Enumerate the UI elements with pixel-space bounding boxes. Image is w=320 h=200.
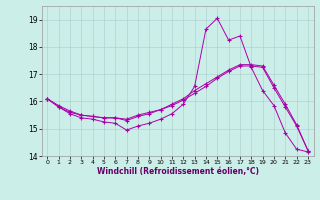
X-axis label: Windchill (Refroidissement éolien,°C): Windchill (Refroidissement éolien,°C) bbox=[97, 167, 259, 176]
